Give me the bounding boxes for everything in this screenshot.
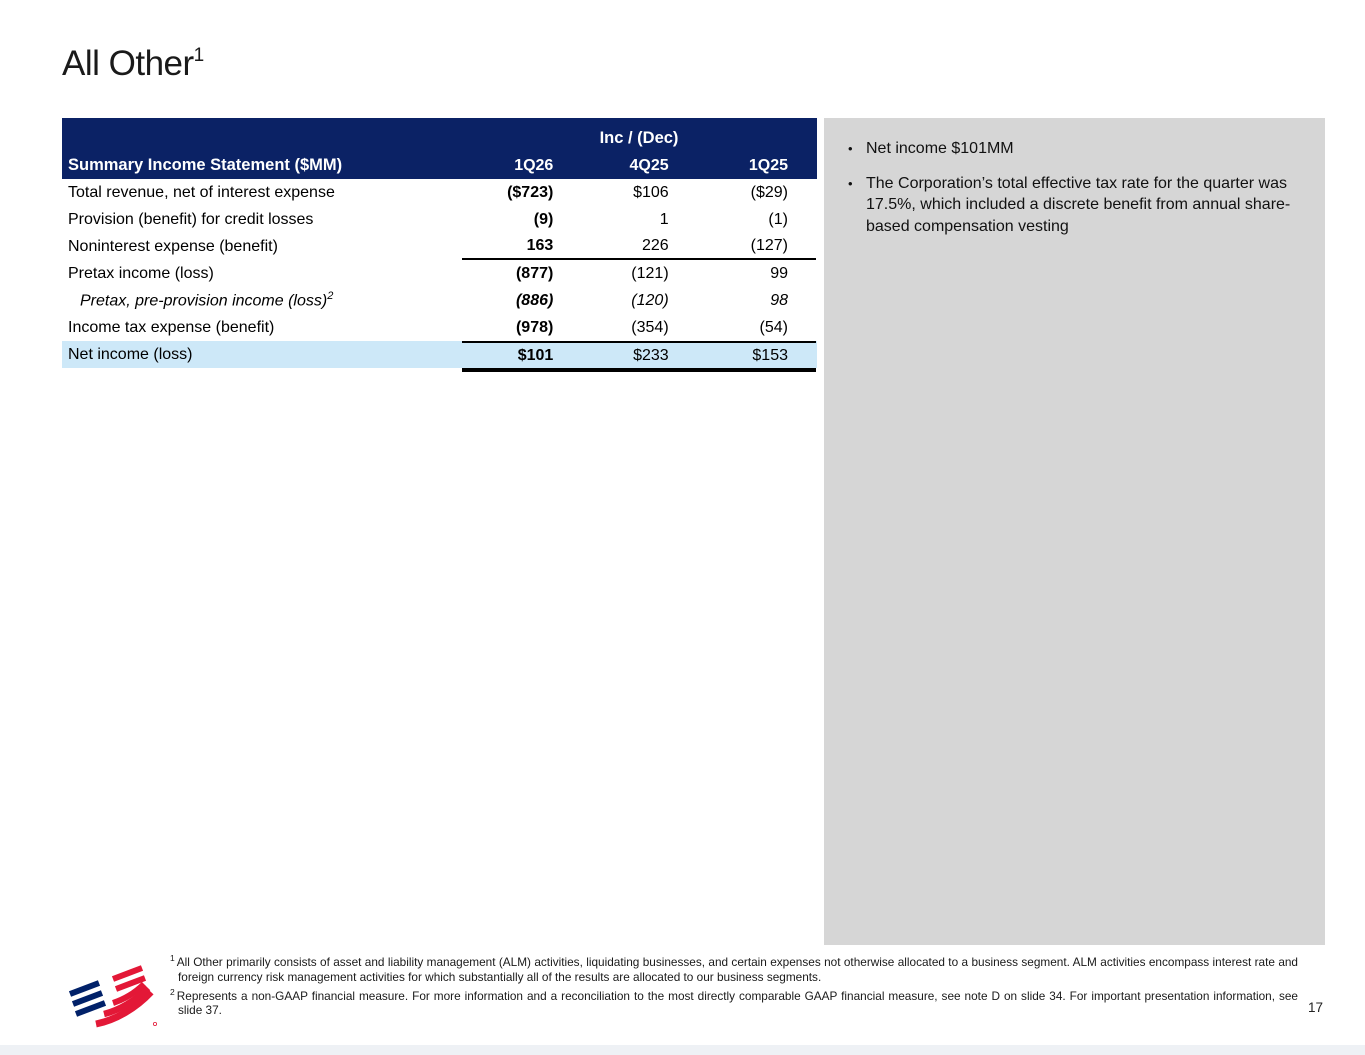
highlight-bullet-net-income: Net income $101MM	[844, 138, 1301, 160]
column-header-4q25: 4Q25	[629, 156, 669, 174]
table-row-total-revenue: Total revenue, net of interest expense (…	[62, 179, 817, 206]
row-values: (877) (121) 99	[462, 260, 816, 287]
cell-4q25: 226	[641, 236, 669, 254]
row-label: Pretax, pre-provision income (loss)2	[62, 290, 462, 310]
row-label-text: Pretax, pre-provision income (loss)	[80, 292, 328, 310]
column-header-1q25: 1Q25	[748, 156, 788, 174]
highlights-list: Net income $101MM The Corporation’s tota…	[824, 118, 1325, 237]
table-row-income-tax: Income tax expense (benefit) (978) (354)…	[62, 314, 817, 341]
cell-1q26: (886)	[515, 291, 554, 309]
footnote-1-text: All Other primarily consists of asset an…	[176, 954, 1298, 984]
footnote-2-marker: 2	[170, 986, 175, 997]
row-label: Total revenue, net of interest expense	[68, 183, 335, 201]
cell-4q25: 1	[659, 210, 669, 228]
footnotes: 1 All Other primarily consists of asset a…	[170, 951, 1298, 1018]
row-values: ($723) $106 ($29)	[462, 179, 816, 206]
cell-1q26: (877)	[515, 264, 554, 282]
footer-band	[0, 1045, 1365, 1055]
highlights-panel: Net income $101MM The Corporation’s tota…	[824, 118, 1325, 945]
row-values: (9) 1 (1)	[462, 206, 816, 233]
cell-1q25: $153	[752, 346, 788, 364]
row-label: Net income (loss)	[68, 345, 193, 363]
column-header-values: 1Q26 4Q25 1Q25	[462, 152, 816, 179]
cell-1q25: 99	[770, 264, 788, 282]
column-header-1q26: 1Q26	[514, 156, 554, 174]
cell-1q26: ($723)	[507, 183, 554, 201]
page-title-footnote-ref: 1	[193, 45, 205, 66]
table-header-columns-row: Summary Income Statement ($MM) 1Q26 4Q25…	[62, 152, 817, 179]
footnote-2: 2 Represents a non-GAAP financial measure…	[170, 985, 1298, 1019]
row-values: $101 $233 $153	[462, 341, 816, 368]
cell-1q25: (54)	[759, 318, 788, 336]
table-header: Inc / (Dec) Summary Income Statement ($M…	[62, 118, 817, 179]
table-row-pretax-income: Pretax income (loss) (877) (121) 99	[62, 260, 817, 287]
table-row-noninterest-expense: Noninterest expense (benefit) 163 226 (1…	[62, 233, 817, 260]
row-values: (886) (120) 98	[462, 287, 816, 314]
row-values: 163 226 (127)	[462, 233, 816, 260]
cell-4q25: (120)	[631, 291, 669, 309]
cell-4q25: (121)	[631, 264, 669, 282]
table-total-double-rule	[462, 368, 816, 372]
row-label-footnote-ref: 2	[327, 290, 334, 303]
page-title: All Other1	[62, 44, 204, 84]
row-label: Noninterest expense (benefit)	[68, 237, 278, 255]
row-label: Income tax expense (benefit)	[68, 318, 275, 336]
footnote-1: 1 All Other primarily consists of asset a…	[170, 951, 1298, 985]
row-values: (978) (354) (54)	[462, 314, 816, 341]
highlight-bullet-tax-rate: The Corporation’s total effective tax ra…	[844, 173, 1301, 238]
cell-4q25: $233	[633, 346, 669, 364]
cell-1q26: 163	[526, 236, 554, 254]
footnote-1-marker: 1	[170, 953, 175, 963]
column-header-label: Summary Income Statement ($MM)	[68, 156, 343, 174]
cell-1q25: (1)	[768, 210, 788, 228]
table-row-provision: Provision (benefit) for credit losses (9…	[62, 206, 817, 233]
footnote-2-text: Represents a non-GAAP financial measure.…	[176, 988, 1298, 1018]
row-label: Pretax income (loss)	[68, 264, 214, 282]
cell-1q25: ($29)	[750, 183, 788, 201]
bank-of-america-logo	[58, 958, 164, 1032]
table-row-net-income: Net income (loss) $101 $233 $153	[62, 341, 817, 368]
cell-1q26: (978)	[515, 318, 554, 336]
cell-1q26: $101	[517, 346, 554, 364]
table-row-pretax-preprovision: Pretax, pre-provision income (loss)2 (88…	[62, 287, 817, 314]
table-header-group-row: Inc / (Dec)	[62, 118, 817, 152]
table-body: Total revenue, net of interest expense (…	[62, 179, 817, 372]
cell-4q25: (354)	[631, 318, 669, 336]
header-group-inc-dec: Inc / (Dec)	[599, 128, 679, 147]
cell-1q25: (127)	[750, 236, 788, 254]
summary-income-statement-table: Inc / (Dec) Summary Income Statement ($M…	[62, 118, 817, 372]
cell-4q25: $106	[633, 183, 669, 201]
page-number: 17	[1307, 1000, 1323, 1015]
bank-of-america-flag-icon	[68, 965, 158, 1028]
cell-1q25: 98	[770, 291, 788, 309]
row-label: Provision (benefit) for credit losses	[68, 210, 314, 228]
page-title-text: All Other	[62, 44, 194, 83]
cell-1q26: (9)	[533, 210, 554, 228]
